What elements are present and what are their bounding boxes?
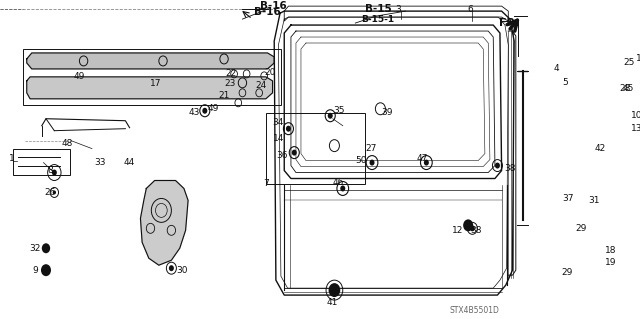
Text: 18: 18 — [605, 246, 616, 255]
Text: 8: 8 — [47, 166, 53, 175]
Circle shape — [52, 190, 56, 195]
Polygon shape — [27, 53, 274, 69]
Text: 30: 30 — [177, 266, 188, 275]
Text: B-15-1: B-15-1 — [362, 15, 394, 24]
Circle shape — [637, 86, 640, 92]
Text: 3: 3 — [395, 4, 401, 14]
Text: 42: 42 — [595, 144, 606, 153]
Text: FR.: FR. — [499, 18, 520, 28]
Circle shape — [470, 225, 475, 231]
Text: 9: 9 — [32, 266, 38, 275]
Circle shape — [340, 185, 345, 191]
Text: 48: 48 — [61, 139, 72, 148]
Bar — [13, 149, 70, 174]
Text: 44: 44 — [124, 158, 135, 167]
Circle shape — [369, 160, 374, 166]
Bar — [24, 49, 281, 105]
Text: 1: 1 — [9, 154, 15, 163]
Text: 43: 43 — [188, 108, 200, 117]
Text: 49: 49 — [207, 104, 219, 113]
Circle shape — [328, 283, 340, 297]
Circle shape — [328, 113, 333, 119]
Text: 50: 50 — [355, 156, 367, 165]
Text: B-16: B-16 — [254, 7, 281, 17]
Text: 24: 24 — [255, 81, 266, 90]
Circle shape — [495, 163, 500, 168]
Polygon shape — [27, 77, 273, 99]
Circle shape — [424, 160, 429, 166]
Text: 10: 10 — [631, 111, 640, 120]
Text: 20: 20 — [264, 68, 276, 78]
Text: 29: 29 — [561, 268, 573, 277]
Text: 25: 25 — [623, 58, 634, 67]
Circle shape — [41, 264, 51, 276]
Text: 5: 5 — [563, 78, 568, 87]
Text: 31: 31 — [588, 196, 599, 205]
Text: 46: 46 — [333, 178, 344, 187]
Circle shape — [463, 219, 473, 231]
Text: 11: 11 — [636, 55, 640, 63]
Text: 19: 19 — [605, 258, 616, 267]
Text: 29: 29 — [575, 224, 587, 233]
Text: 27: 27 — [365, 144, 377, 153]
Text: 21: 21 — [218, 91, 230, 100]
Text: B-16: B-16 — [260, 1, 287, 11]
Text: 26: 26 — [44, 188, 56, 197]
Text: 47: 47 — [417, 154, 428, 163]
Text: 38: 38 — [471, 226, 483, 235]
Circle shape — [292, 150, 297, 156]
Text: B-15: B-15 — [365, 4, 391, 14]
Circle shape — [286, 126, 291, 132]
Text: 33: 33 — [95, 158, 106, 167]
Text: 41: 41 — [327, 298, 339, 307]
Text: 36: 36 — [276, 151, 287, 160]
Text: 6: 6 — [467, 4, 473, 14]
Text: 39: 39 — [381, 108, 393, 117]
Circle shape — [169, 265, 174, 271]
Text: 45: 45 — [623, 84, 634, 93]
Text: 4: 4 — [553, 64, 559, 73]
Text: STX4B5501D: STX4B5501D — [449, 306, 499, 315]
Circle shape — [202, 108, 207, 114]
Text: 34: 34 — [272, 118, 284, 127]
Text: 32: 32 — [29, 244, 41, 253]
Text: 49: 49 — [74, 72, 85, 81]
Text: 28: 28 — [620, 84, 631, 93]
Bar — [266, 113, 365, 184]
Text: 17: 17 — [150, 79, 161, 88]
Circle shape — [590, 69, 597, 77]
Text: 37: 37 — [563, 194, 574, 203]
Text: 22: 22 — [225, 70, 236, 78]
Circle shape — [42, 243, 50, 253]
Text: 38: 38 — [504, 164, 516, 173]
Circle shape — [52, 169, 57, 175]
Text: 12: 12 — [452, 226, 464, 235]
Text: 7: 7 — [263, 179, 269, 188]
Polygon shape — [140, 181, 188, 265]
Text: 14: 14 — [273, 134, 284, 143]
Text: 35: 35 — [333, 106, 344, 115]
Text: 23: 23 — [224, 79, 236, 88]
Text: 13: 13 — [631, 124, 640, 133]
